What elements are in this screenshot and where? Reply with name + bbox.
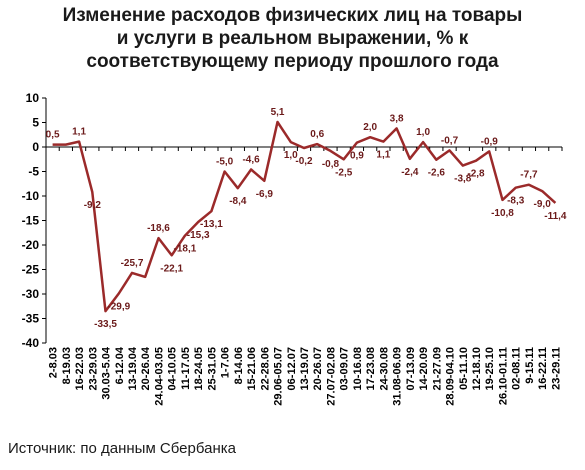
data-label: -15,3	[187, 230, 210, 241]
x-tick-label: 31.08-06.09	[392, 347, 404, 406]
x-tick-label: 25-31.05	[206, 347, 218, 390]
x-tick-label: 20-26.07	[312, 347, 324, 390]
data-label: -6,9	[256, 189, 274, 200]
x-tick-label: 19-25.10	[484, 347, 496, 390]
x-tick-label: 15-21.06	[246, 347, 258, 390]
x-tick-label: 24.04-03.05	[153, 347, 165, 406]
x-tick-label: 24-30.08	[378, 347, 390, 390]
x-tick-label: 02-08.11	[511, 347, 523, 390]
data-label: -5,0	[216, 157, 234, 168]
y-tick-label: -15	[22, 214, 40, 228]
data-label: -4,6	[242, 155, 260, 166]
x-tick-label: 8-19.03	[61, 347, 73, 384]
data-label: -8,3	[507, 196, 525, 207]
x-tick-label: 28.09-04.10	[445, 347, 457, 406]
x-tick-label: 1-7.06	[220, 347, 232, 378]
data-label: -11,4	[544, 211, 567, 222]
x-tick-label: 16-22.11	[537, 347, 549, 390]
chart-title-line-1: Изменение расходов физических лиц на тов…	[62, 5, 523, 26]
data-label: 1,0	[284, 150, 298, 161]
x-tick-label: 17-23.08	[365, 347, 377, 390]
x-tick-label: 30.03-5.04	[101, 346, 113, 399]
data-label: 1,1	[72, 127, 86, 138]
y-tick-label: 10	[26, 91, 40, 105]
x-tick-label: 10-16.08	[352, 347, 364, 390]
data-label: 1,0	[416, 127, 430, 138]
data-label: 0,9	[350, 151, 364, 162]
data-label: -7,7	[520, 170, 538, 181]
data-label: 0,6	[310, 129, 324, 140]
data-label: -25,7	[121, 258, 144, 269]
chart-title-line-3: соответствующему периоду прошлого года	[86, 51, 499, 72]
x-tick-label: 20-26.04	[140, 346, 152, 390]
y-tick-label: -40	[22, 336, 40, 350]
data-label: -22,1	[160, 263, 183, 274]
chart-title: Изменение расходов физических лиц на тов…	[0, 4, 585, 73]
data-label: 1,1	[376, 150, 390, 161]
source-note: Источник: по данным Сбербанка	[8, 440, 236, 457]
data-label: -29,9	[107, 302, 130, 313]
data-label: -0,2	[295, 156, 313, 167]
data-label: -8,4	[229, 196, 247, 207]
y-tick-label: -5	[28, 165, 39, 179]
x-tick-label: 22-28.06	[259, 347, 271, 390]
data-label: -9,2	[84, 200, 102, 211]
x-tick-label: 05-11.10	[458, 347, 470, 390]
data-label: 5,1	[271, 107, 285, 118]
x-tick-label: 03-09.07	[339, 347, 351, 390]
x-tick-label: 13-19.07	[299, 347, 311, 390]
x-tick-label: 23-29.11	[550, 347, 562, 390]
x-tick-label: 11-17.05	[180, 347, 192, 390]
x-tick-label: 29.06-05.07	[273, 347, 285, 406]
data-label: -33,5	[94, 319, 117, 330]
data-label: -13,1	[200, 219, 223, 230]
data-label: -10,8	[491, 208, 514, 219]
x-tick-label: 26.10-01.11	[497, 347, 509, 405]
data-label: -0,9	[481, 136, 499, 147]
y-tick-label: -10	[22, 189, 40, 203]
data-label: -9,0	[534, 199, 552, 210]
data-label: -3,8	[454, 174, 472, 185]
y-tick-label: -30	[22, 287, 40, 301]
series-line	[52, 120, 557, 313]
y-tick-label: -25	[22, 263, 40, 277]
x-tick-label: 21-27.09	[431, 347, 443, 390]
data-label: -18,6	[147, 223, 170, 234]
x-tick-label: 27.07-02.08	[325, 347, 337, 406]
x-tick-label: 23-29.03	[87, 347, 99, 390]
x-tick-label: 2-8.03	[48, 347, 60, 378]
x-tick-label: 04-10.05	[167, 347, 179, 390]
x-tick-label: 6-12.04	[114, 346, 126, 384]
y-tick-label: -20	[22, 238, 40, 252]
data-label: -0,8	[322, 159, 340, 170]
x-tick-label: 8-14.06	[233, 347, 245, 384]
x-tick-label: 07-13.09	[405, 347, 417, 390]
chart-title-line-2: и услуги в реальном выражении, % к	[116, 28, 469, 49]
data-label: -0,7	[441, 135, 459, 146]
y-tick-label: 5	[32, 116, 39, 130]
data-label: 2,0	[363, 122, 377, 133]
y-tick-label: -35	[22, 312, 40, 326]
x-tick-label: 12-18.10	[471, 347, 483, 390]
data-label: -2,4	[401, 167, 419, 178]
data-label: 0,5	[46, 130, 60, 141]
data-label: 3,8	[390, 113, 404, 124]
data-label: -2,5	[335, 167, 353, 178]
x-tick-label: 06-12.07	[286, 347, 298, 390]
x-tick-label: 13-19.04	[127, 346, 139, 390]
data-label: -2,6	[428, 168, 446, 179]
x-tick-label: 9-15.11	[524, 347, 536, 384]
data-label: -2,8	[467, 169, 485, 180]
x-tick-label: 14-20.09	[418, 347, 430, 390]
y-tick-label: 0	[32, 140, 39, 154]
x-tick-label: 16-22.03	[74, 347, 86, 390]
data-label: -18,1	[174, 244, 197, 255]
x-tick-label: 18-24.05	[193, 347, 205, 390]
